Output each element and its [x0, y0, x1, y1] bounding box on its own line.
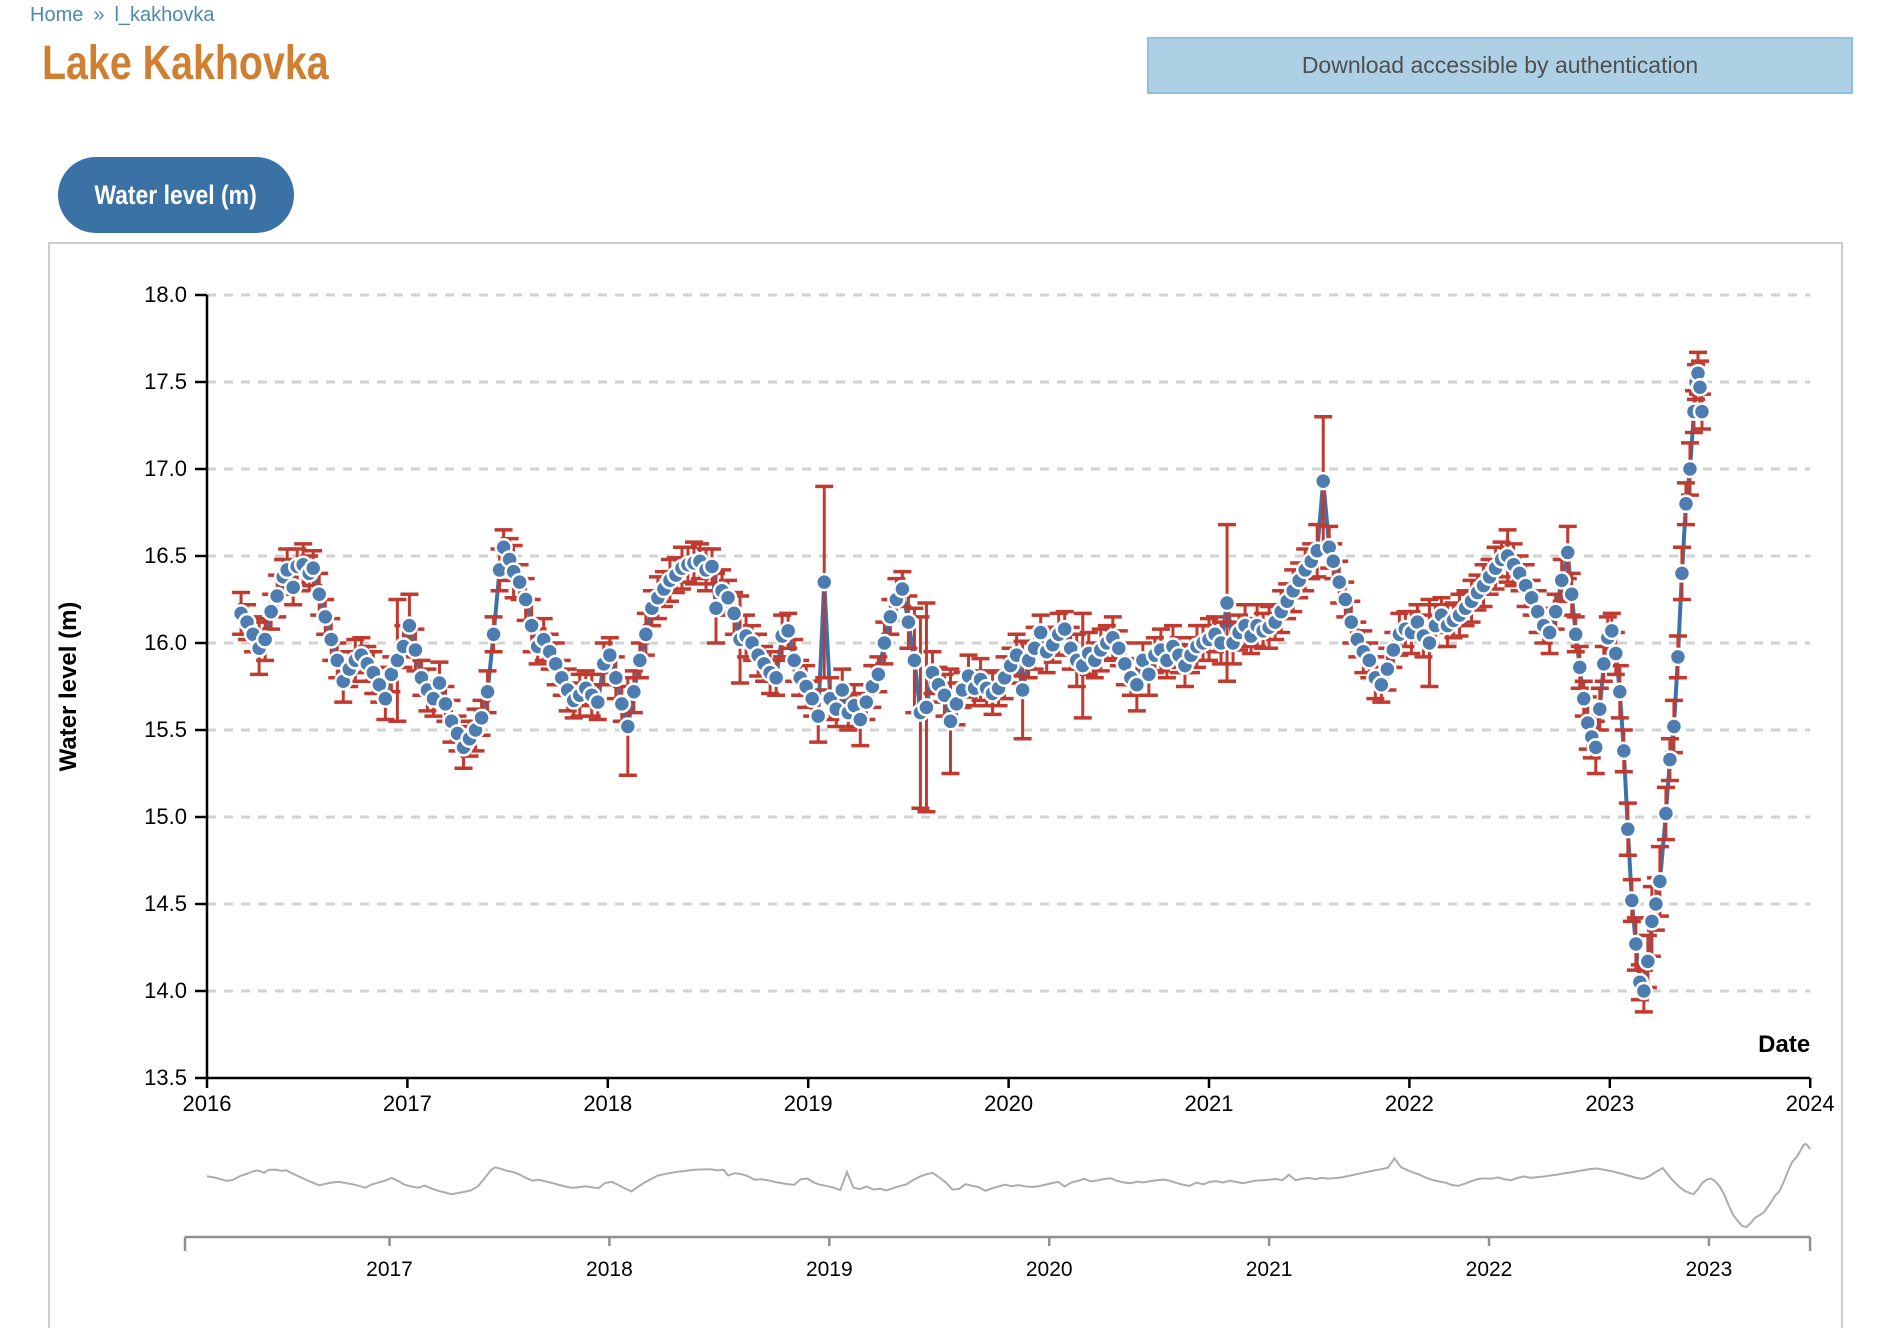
svg-text:2021: 2021: [1246, 1258, 1293, 1281]
svg-text:16.0: 16.0: [144, 630, 187, 655]
svg-text:2019: 2019: [806, 1258, 853, 1281]
svg-text:Date: Date: [1758, 1031, 1810, 1058]
svg-text:16.5: 16.5: [144, 543, 187, 568]
svg-text:2023: 2023: [1686, 1258, 1733, 1281]
svg-text:18.0: 18.0: [144, 282, 187, 307]
breadcrumb-separator: »: [93, 4, 105, 26]
svg-text:2018: 2018: [583, 1091, 632, 1116]
svg-text:14.0: 14.0: [144, 978, 187, 1003]
x-axis-title: Date: [1758, 1031, 1810, 1058]
svg-text:2017: 2017: [366, 1258, 413, 1281]
page-title: Lake Kakhovka: [42, 37, 329, 90]
svg-text:2019: 2019: [784, 1091, 833, 1116]
svg-text:13.5: 13.5: [144, 1065, 187, 1090]
svg-text:2016: 2016: [183, 1091, 232, 1116]
navigator[interactable]: 2017 2018 2019 2020 2021 2022 2023: [183, 1142, 1812, 1281]
svg-text:2022: 2022: [1466, 1258, 1513, 1281]
main-grid: [207, 293, 1811, 993]
svg-text:2023: 2023: [1585, 1091, 1634, 1116]
svg-text:2017: 2017: [383, 1091, 432, 1116]
svg-text:17.0: 17.0: [144, 456, 187, 481]
svg-text:2024: 2024: [1786, 1091, 1835, 1116]
svg-text:15.0: 15.0: [144, 804, 187, 829]
x-axis-ticks: 2016 2017 2018 2019 2020 2021 2022 2023 2024: [183, 1078, 1835, 1116]
download-button[interactable]: Download accessible by authentication: [1147, 37, 1853, 94]
svg-text:2018: 2018: [586, 1258, 633, 1281]
data-points: [231, 364, 1712, 1001]
svg-text:2020: 2020: [984, 1091, 1033, 1116]
y-axis-title: Water level (m): [55, 602, 82, 772]
breadcrumb-home-link[interactable]: Home: [30, 4, 84, 26]
svg-text:2020: 2020: [1026, 1258, 1073, 1281]
y-axis-ticks: 13.5 14.0 14.5 15.0 15.5 16.0 16.5 17.0 17.5 18.0: [144, 282, 207, 1090]
svg-text:14.5: 14.5: [144, 891, 187, 916]
water-level-tab-label: Water level (m): [94, 179, 258, 210]
breadcrumb-current-link[interactable]: l_kakhovka: [114, 4, 215, 26]
breadcrumb: Home » l_kakhovka: [30, 4, 215, 27]
svg-text:2022: 2022: [1385, 1091, 1434, 1116]
svg-text:2021: 2021: [1185, 1091, 1234, 1116]
svg-text:15.5: 15.5: [144, 717, 187, 742]
svg-text:17.5: 17.5: [144, 369, 187, 394]
chart-panel: [48, 242, 1843, 1328]
water-level-tab-button[interactable]: Water level (m): [58, 157, 294, 233]
svg-text:Water level (m): Water level (m): [55, 602, 82, 772]
navigator-line: [206, 1142, 1811, 1229]
